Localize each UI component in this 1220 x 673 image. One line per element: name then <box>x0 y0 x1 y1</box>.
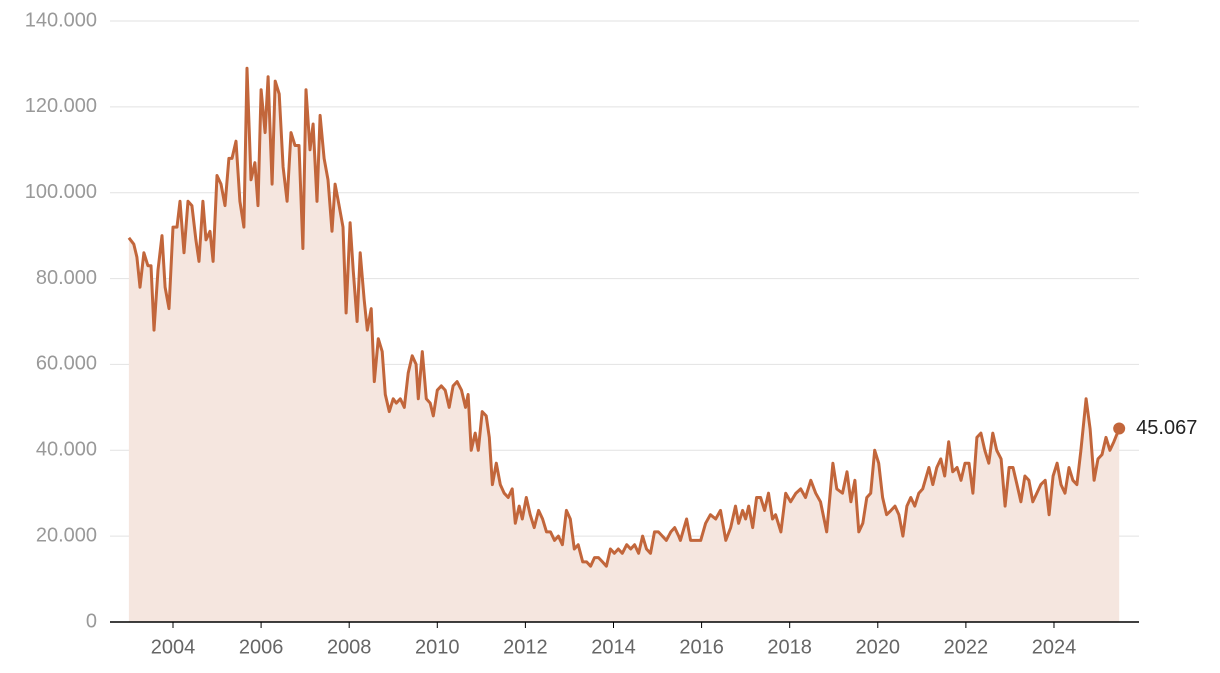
x-tick-label: 2020 <box>856 636 901 658</box>
y-tick-label: 140.000 <box>25 9 97 31</box>
x-tick-label: 2010 <box>415 636 460 658</box>
x-tick-label: 2012 <box>503 636 548 658</box>
x-tick-label: 2014 <box>591 636 636 658</box>
y-tick-label: 0 <box>86 610 97 632</box>
y-tick-label: 80.000 <box>36 267 97 289</box>
x-tick-label: 2008 <box>327 636 372 658</box>
y-tick-label: 120.000 <box>25 95 97 117</box>
line <box>127 66 1121 568</box>
x-tick-label: 2018 <box>767 636 812 658</box>
x-tick-label: 2006 <box>239 636 284 658</box>
y-tick-label: 60.000 <box>36 353 97 375</box>
end-label: 45.067 <box>1136 417 1197 439</box>
x-tick-label: 2016 <box>679 636 724 658</box>
y-tick-label: 20.000 <box>36 524 97 546</box>
y-tick-label: 40.000 <box>36 439 97 461</box>
end-point <box>1113 422 1126 435</box>
area <box>128 68 1120 622</box>
x-tick-label: 2004 <box>151 636 196 658</box>
x-tick-label: 2022 <box>944 636 989 658</box>
x-tick-label: 2024 <box>1032 636 1077 658</box>
y-tick-label: 100.000 <box>25 181 97 203</box>
